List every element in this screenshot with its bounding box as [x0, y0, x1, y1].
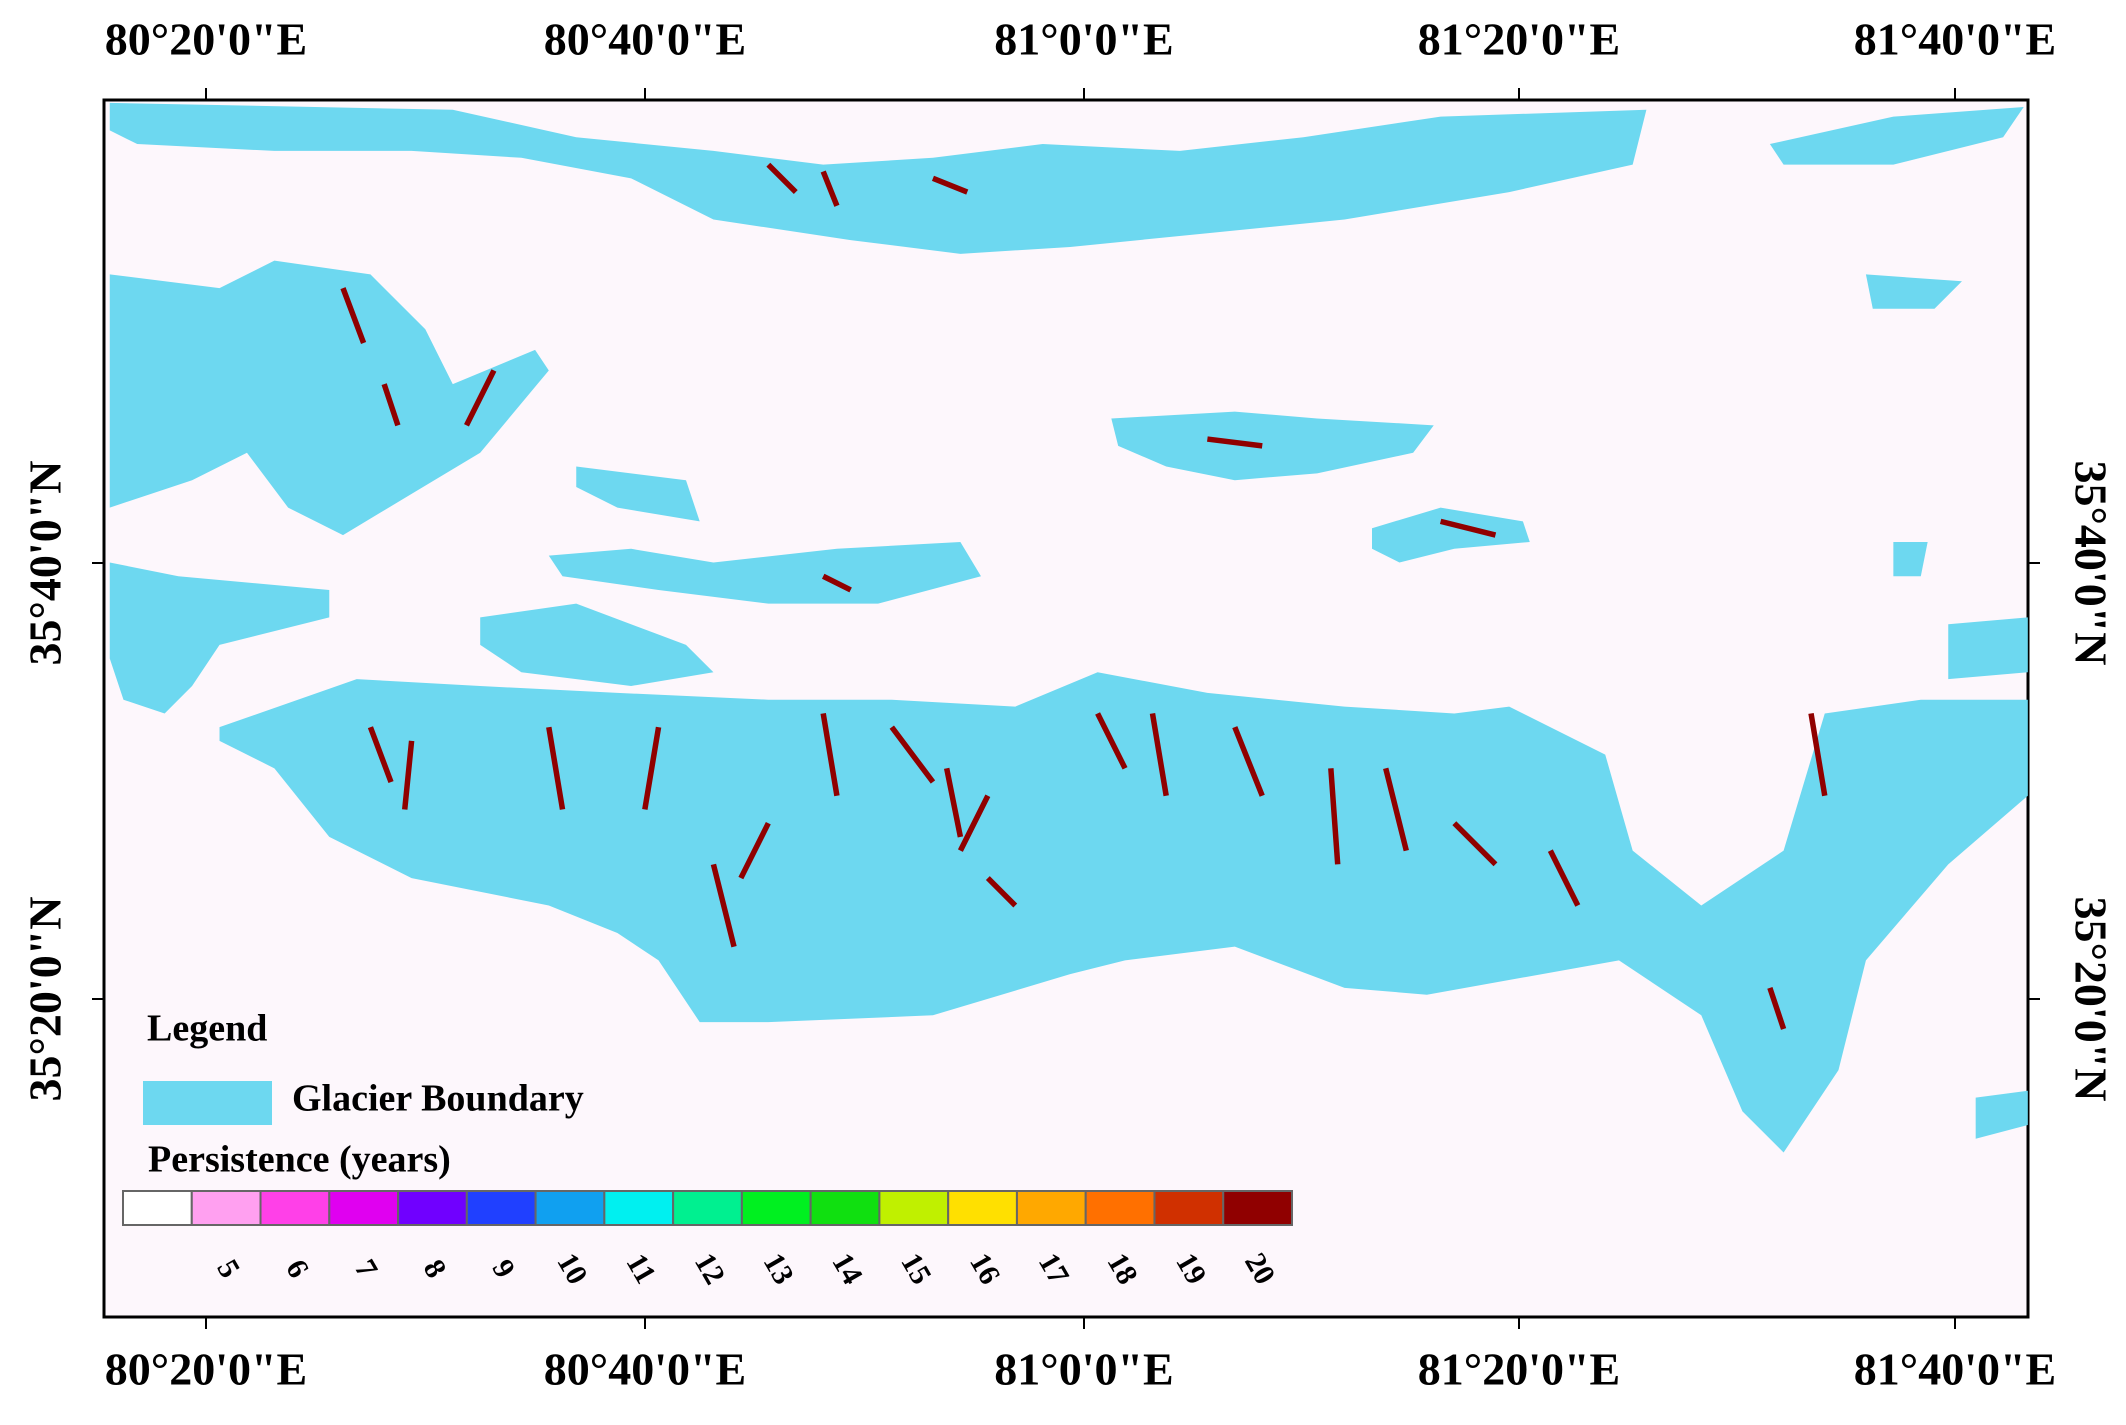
legend-glacier-label: Glacier Boundary — [292, 1078, 584, 1120]
lon-label-top: 80°20'0"E — [105, 14, 307, 65]
scale-swatch — [122, 1190, 193, 1226]
lon-label-top: 81°40'0"E — [1854, 14, 2056, 65]
scale-swatch — [603, 1190, 675, 1226]
scale-swatch — [1153, 1190, 1225, 1226]
scale-swatch — [672, 1190, 743, 1226]
legend-glacier-patch — [143, 1081, 272, 1125]
scale-swatch — [465, 1190, 537, 1226]
lon-label-bottom: 80°20'0"E — [105, 1344, 307, 1395]
scale-swatch — [1084, 1190, 1156, 1226]
lat-label-right: 35°20'0"N — [2065, 897, 2116, 1102]
lon-label-bottom: 81°20'0"E — [1418, 1344, 1620, 1395]
scale-swatch — [1015, 1190, 1087, 1226]
lon-label-top: 80°40'0"E — [544, 14, 746, 65]
lon-label-bottom: 81°0'0"E — [994, 1344, 1173, 1395]
glacier-layer — [109, 102, 2028, 1153]
persistence-pixels — [340, 162, 1828, 1030]
scale-swatch — [1222, 1190, 1294, 1226]
scale-swatch — [809, 1190, 881, 1226]
scale-swatch — [534, 1190, 606, 1226]
lon-label-top: 81°0'0"E — [994, 14, 1173, 65]
scale-swatch — [878, 1190, 950, 1226]
scale-swatch — [259, 1190, 331, 1226]
lon-label-bottom: 80°40'0"E — [544, 1344, 746, 1395]
scale-swatch — [328, 1190, 400, 1226]
lat-label-left: 35°40'0"N — [20, 461, 71, 666]
lon-label-bottom: 81°40'0"E — [1854, 1344, 2056, 1395]
scale-swatch — [397, 1190, 468, 1226]
tick-marks — [92, 88, 2040, 1329]
legend-title: Legend — [147, 1008, 267, 1050]
lon-label-top: 81°20'0"E — [1418, 14, 1620, 65]
scale-swatch — [740, 1190, 812, 1226]
lat-label-right: 35°40'0"N — [2065, 461, 2116, 666]
legend-persistence-title: Persistence (years) — [148, 1139, 451, 1181]
scale-swatch — [190, 1190, 262, 1226]
lat-label-left: 35°20'0"N — [20, 897, 71, 1102]
scale-swatch — [947, 1190, 1018, 1226]
